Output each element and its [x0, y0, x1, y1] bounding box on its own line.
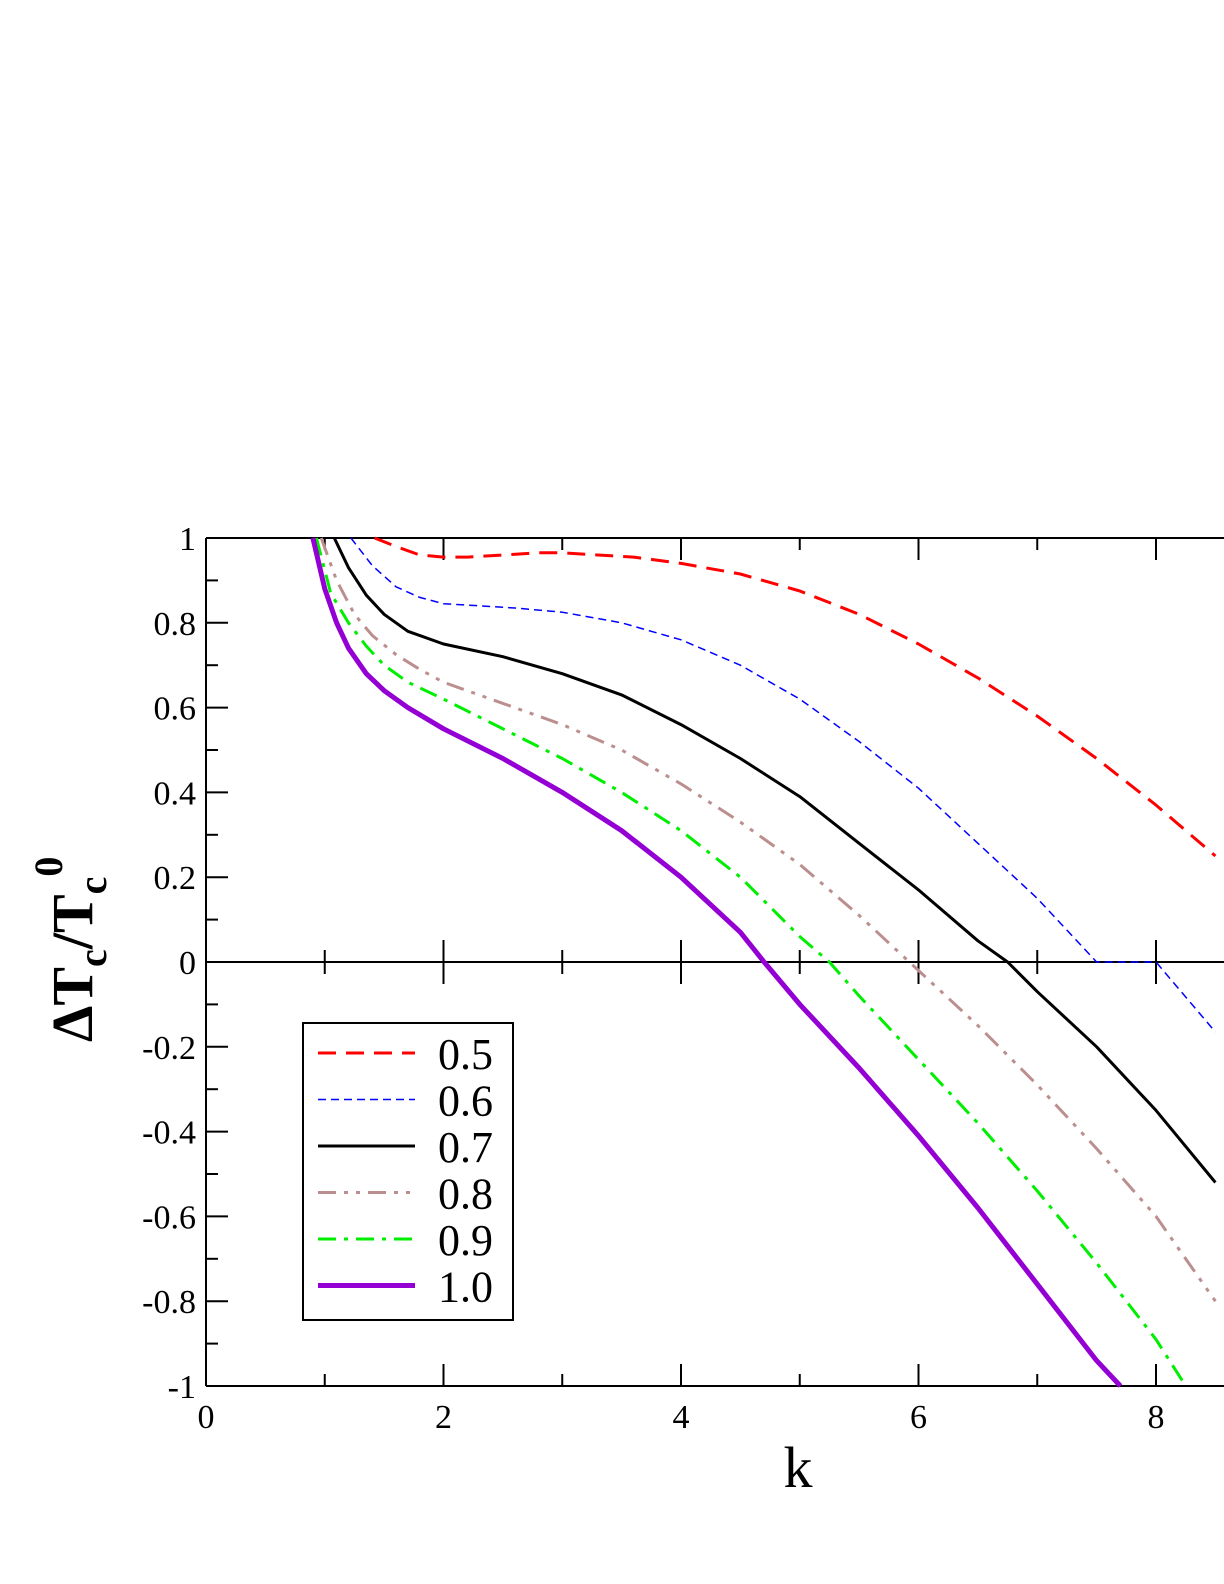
axis-titles: k ΔTc/Tc0: [26, 857, 813, 1500]
legend-label: 1.0: [438, 1263, 493, 1312]
y-tick-label: -1: [168, 1369, 196, 1406]
series-line-0-7: [332, 537, 1217, 1184]
y-tick-label: -0.4: [142, 1115, 196, 1152]
y-tick-label: 0.2: [154, 860, 197, 897]
x-tick-label: 8: [1148, 1399, 1165, 1436]
y-tick-label: 0: [179, 945, 196, 982]
axes: 0 2 4 6 8 1 0.8 0.6 0.4 0.2 0 -0.2 -0.4 -0.6 -0.8 -1: [142, 521, 1224, 1436]
y-tick-label: 0.4: [154, 775, 197, 812]
y-tick-label: -0.2: [142, 1030, 196, 1067]
svg-text:ΔTc/Tc0: ΔTc/Tc0: [26, 857, 115, 1042]
series-layer: [310, 536, 1217, 1388]
legend-label: 0.5: [438, 1030, 493, 1079]
legend-label: 0.9: [438, 1216, 493, 1265]
x-tick-label: 6: [910, 1399, 927, 1436]
series-line-0-9: [314, 537, 1187, 1387]
x-axis-title: k: [784, 1435, 813, 1500]
legend-label: 0.7: [438, 1123, 493, 1172]
y-tick-label: 0.8: [154, 606, 197, 643]
y-tick-label: -0.6: [142, 1199, 196, 1236]
series-line-1-0: [310, 537, 1123, 1388]
x-tick-label: 0: [198, 1399, 215, 1436]
x-tick-label: 2: [435, 1399, 452, 1436]
legend-box: [302, 1022, 514, 1321]
y-tick-label: 1: [179, 521, 196, 558]
y-axis-title: ΔTc/Tc0: [26, 857, 115, 1042]
series-line-0-8: [319, 537, 1217, 1303]
series-line-0-5: [374, 536, 1217, 858]
legend-label: 0.6: [438, 1077, 493, 1126]
legend-label: 0.8: [438, 1170, 493, 1219]
y-tick-label: 0.6: [154, 691, 197, 728]
x-tick-label: 4: [673, 1399, 690, 1436]
y-tick-label: -0.8: [142, 1284, 196, 1321]
series-line-0-6: [350, 537, 1216, 1033]
legend: 0.50.60.70.80.91.0: [302, 1022, 514, 1321]
